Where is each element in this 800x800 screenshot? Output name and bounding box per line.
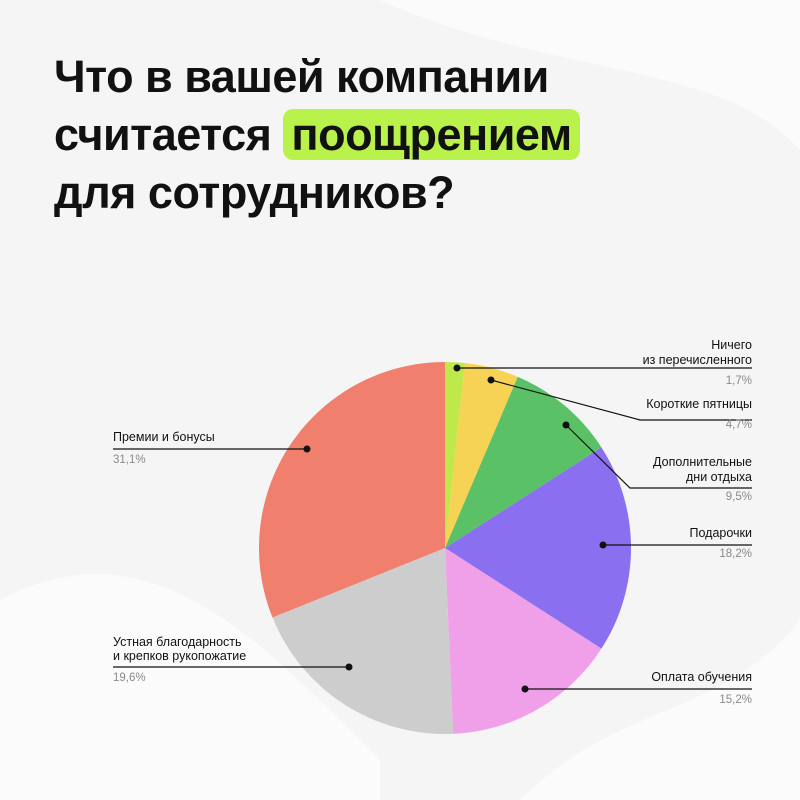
slice-label: Короткие пятницы: [646, 397, 752, 411]
title-line-2: считается поощрением: [54, 106, 580, 164]
pie-slice: [445, 548, 602, 734]
slice-label: из перечисленного: [643, 353, 752, 367]
pie-slice: [445, 447, 631, 649]
title-line-3: для сотрудников?: [54, 167, 455, 218]
slice-value-label: 19,6%: [113, 672, 146, 684]
slice-value-label: 15,2%: [719, 694, 752, 706]
slice-label: дни отдыха: [686, 470, 752, 484]
pie-slice: [272, 548, 454, 734]
slice-value-label: 4,7%: [726, 419, 752, 431]
slice-label: Ничего: [711, 338, 752, 352]
pie-slice: [445, 363, 518, 548]
slice-value-label: 31,1%: [113, 454, 146, 466]
leader-line: [565, 424, 752, 489]
slice-value-label: 18,2%: [719, 548, 752, 560]
leader-dot: [487, 376, 495, 384]
slice-label: Дополнительные: [653, 455, 752, 469]
pie-slices: [259, 362, 631, 734]
pie-slice: [445, 376, 602, 548]
page-title: Что в вашей компании считается поощрение…: [54, 48, 580, 222]
title-line-1: Что в вашей компании: [54, 51, 549, 102]
slice-value-label: 9,5%: [726, 491, 752, 503]
leader-dot: [453, 364, 461, 372]
title-line-2-text: считается: [54, 109, 272, 160]
pie-leader-lines: [113, 364, 752, 693]
leader-dot: [521, 685, 529, 693]
leader-dot: [599, 541, 607, 549]
slice-label: Оплата обучения: [651, 670, 752, 684]
title-highlight: поощрением: [283, 109, 580, 160]
pie-slice: [445, 362, 465, 548]
pie-slice: [259, 362, 445, 618]
leader-dot: [562, 421, 570, 429]
slice-label: Премии и бонусы: [113, 430, 215, 444]
slice-value-label: 1,7%: [726, 375, 752, 387]
slice-label: Подарочки: [690, 526, 753, 540]
slice-label: и крепков рукопожатие: [113, 649, 246, 663]
slice-label: Устная благодарность: [113, 635, 242, 649]
leader-line: [490, 379, 752, 421]
leader-dot: [345, 663, 353, 671]
leader-dot: [303, 445, 311, 453]
